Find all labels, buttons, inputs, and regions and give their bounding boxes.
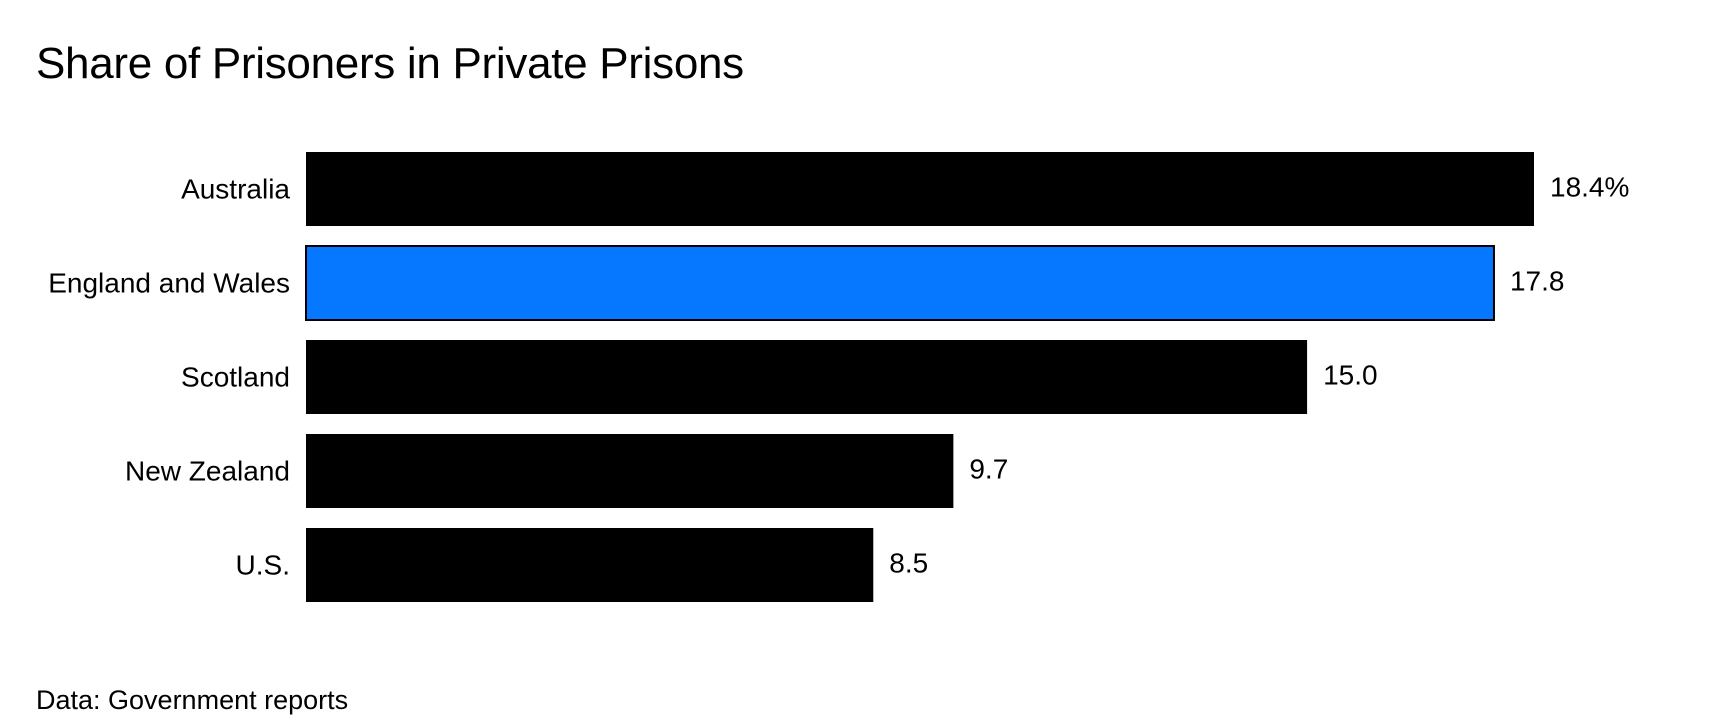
bar-u-s [306,528,874,602]
value-label-new-zealand: 9.7 [969,454,1008,485]
bar-new-zealand [306,434,954,508]
bar-australia [306,152,1534,226]
bars [305,152,1534,602]
category-labels: Australia England and Wales Scotland New Ze… [48,174,290,581]
category-label-u-s: U.S. [236,550,290,581]
value-label-u-s: 8.5 [889,548,928,579]
value-label-australia: 18.4% [1550,172,1629,203]
source-note: Data: Government reports [36,685,349,715]
value-label-scotland: 15.0 [1323,360,1378,391]
category-label-scotland: Scotland [181,362,290,393]
category-label-england-and-wales: England and Wales [48,268,290,299]
value-label-england-and-wales: 17.8 [1510,266,1565,297]
bar-england-and-wales [305,245,1495,321]
bar-scotland [306,340,1308,414]
value-labels: 18.4% 17.8 15.0 9.7 8.5 [889,172,1629,579]
category-label-new-zealand: New Zealand [125,456,290,487]
chart-title: Share of Prisoners in Private Prisons [36,39,744,88]
category-label-australia: Australia [181,174,290,205]
